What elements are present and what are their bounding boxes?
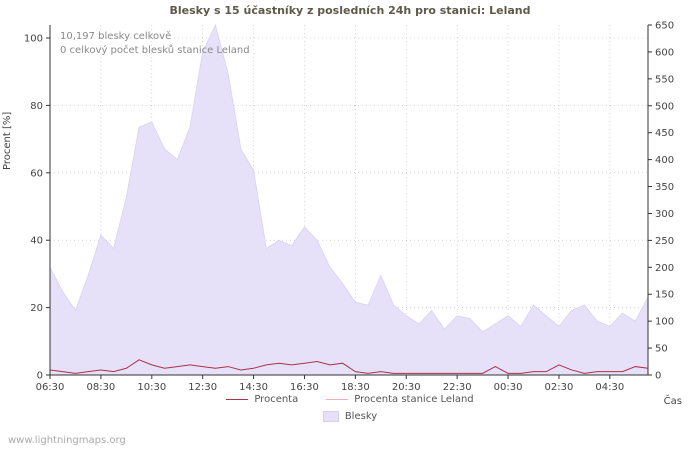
chart-legend: Procenta Procenta stanice Leland Blesky	[0, 394, 700, 422]
left-tick-label: 80	[30, 101, 43, 112]
legend-item-procenta: Procenta	[226, 394, 298, 405]
right-tick-label: 650	[655, 21, 674, 32]
procenta-line-swatch	[226, 399, 249, 400]
right-tick-label: 300	[655, 209, 674, 220]
right-tick-label: 150	[655, 290, 674, 301]
left-tick-label: 100	[24, 34, 43, 45]
right-tick-label: 0	[655, 371, 661, 382]
watermark: www.lightningmaps.org	[8, 435, 126, 446]
legend-row-lines: Procenta Procenta stanice Leland	[226, 394, 474, 405]
right-tick-label: 250	[655, 236, 674, 247]
x-tick-label: 14:30	[239, 382, 268, 393]
right-tick-label: 450	[655, 128, 674, 139]
chart-title: Blesky s 15 účastníky z posledních 24h p…	[169, 4, 531, 17]
legend-item-procenta-station: Procenta stanice Leland	[326, 394, 474, 405]
right-tick-label: 350	[655, 182, 674, 193]
x-tick-label: 20:30	[392, 382, 421, 393]
legend-label-blesky: Blesky	[344, 411, 378, 422]
blesky-area-series	[49, 23, 649, 376]
x-tick-label: 22:30	[443, 382, 472, 393]
station-line-swatch	[326, 399, 349, 400]
x-tick-label: 18:30	[341, 382, 370, 393]
x-tick-label: 08:30	[86, 382, 115, 393]
x-tick-label: 00:30	[494, 382, 523, 393]
left-tick-label: 20	[30, 303, 43, 314]
left-tick-label: 40	[30, 236, 43, 247]
right-tick-label: 100	[655, 317, 674, 328]
x-tick-label: 16:30	[290, 382, 319, 393]
x-tick-label: 04:30	[595, 382, 624, 393]
x-tick-label: 10:30	[137, 382, 166, 393]
x-tick-label: 06:30	[36, 382, 65, 393]
station-strikes-annotation: 0 celkový počet blesků stanice Leland	[60, 45, 250, 56]
left-tick-label: 60	[30, 168, 43, 179]
right-tick-label: 550	[655, 74, 674, 85]
right-tick-label: 200	[655, 263, 674, 274]
right-tick-label: 500	[655, 101, 674, 112]
x-tick-label: 12:30	[188, 382, 217, 393]
blesky-area-swatch	[322, 411, 339, 422]
right-tick-label: 400	[655, 155, 674, 166]
legend-item-blesky: Blesky	[322, 411, 378, 422]
right-tick-label: 600	[655, 47, 674, 58]
x-tick-label: 02:30	[545, 382, 574, 393]
legend-row-area: Blesky	[322, 411, 378, 422]
total-strikes-annotation: 10,197 blesky celkově	[60, 31, 172, 42]
x-axis-label: Čas	[663, 396, 682, 407]
legend-label-procenta-station: Procenta stanice Leland	[354, 394, 474, 405]
right-tick-label: 50	[655, 344, 668, 355]
left-tick-label: 0	[37, 371, 43, 382]
procenta-line	[49, 359, 649, 374]
legend-label-procenta: Procenta	[254, 394, 299, 405]
